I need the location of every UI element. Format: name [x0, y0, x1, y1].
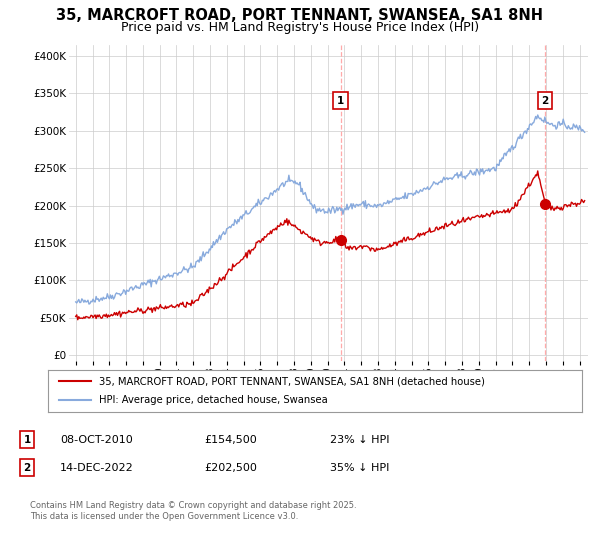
Text: HPI: Average price, detached house, Swansea: HPI: Average price, detached house, Swan…: [99, 395, 328, 405]
Text: 1: 1: [23, 435, 31, 445]
Text: 1: 1: [337, 96, 344, 106]
Text: Contains HM Land Registry data © Crown copyright and database right 2025.
This d: Contains HM Land Registry data © Crown c…: [30, 501, 356, 521]
Text: 35, MARCROFT ROAD, PORT TENNANT, SWANSEA, SA1 8NH: 35, MARCROFT ROAD, PORT TENNANT, SWANSEA…: [56, 8, 544, 24]
Text: £202,500: £202,500: [204, 463, 257, 473]
Text: 23% ↓ HPI: 23% ↓ HPI: [330, 435, 389, 445]
Text: 35, MARCROFT ROAD, PORT TENNANT, SWANSEA, SA1 8NH (detached house): 35, MARCROFT ROAD, PORT TENNANT, SWANSEA…: [99, 376, 485, 386]
Text: 2: 2: [542, 96, 549, 106]
Text: 2: 2: [23, 463, 31, 473]
Text: 35% ↓ HPI: 35% ↓ HPI: [330, 463, 389, 473]
Text: £154,500: £154,500: [204, 435, 257, 445]
Text: 08-OCT-2010: 08-OCT-2010: [60, 435, 133, 445]
Text: Price paid vs. HM Land Registry's House Price Index (HPI): Price paid vs. HM Land Registry's House …: [121, 21, 479, 34]
Text: 14-DEC-2022: 14-DEC-2022: [60, 463, 134, 473]
